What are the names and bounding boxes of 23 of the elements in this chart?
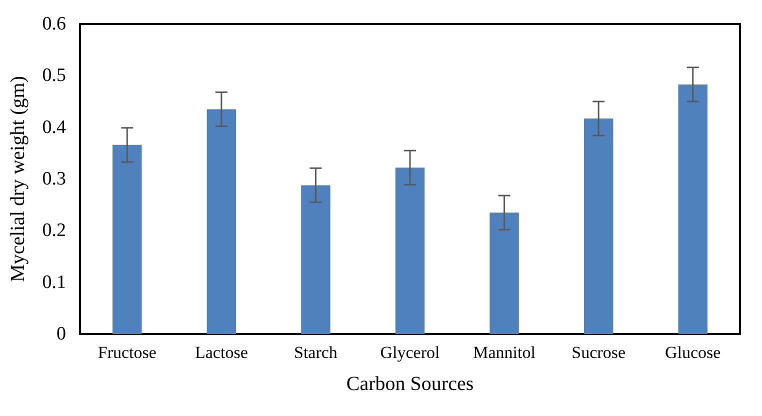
y-axis-title: Mycelial dry weight (gm): [7, 76, 29, 282]
y-tick-label: 0.6: [42, 14, 66, 34]
x-tick-label: Sucrose: [572, 343, 626, 362]
bar: [301, 185, 330, 334]
x-tick-label: Mannitol: [473, 343, 536, 362]
x-tick-label: Fructose: [98, 343, 156, 362]
y-tick-label: 0.2: [42, 220, 66, 242]
y-tick-label: 0: [56, 324, 66, 344]
y-tick-label: 0.5: [42, 65, 66, 86]
y-tick-label: 0.3: [42, 168, 66, 190]
x-tick-label: Glucose: [665, 343, 721, 362]
bar: [206, 109, 236, 334]
x-tick-label: Lactose: [195, 343, 248, 362]
y-tick-label: 0.4: [42, 116, 66, 138]
x-axis-title: Carbon Sources: [346, 373, 474, 395]
x-tick-label: Glycerol: [380, 343, 440, 362]
bar: [584, 118, 614, 334]
bar: [112, 144, 142, 334]
x-tick-label: Starch: [294, 343, 338, 362]
y-tick-label: 0.1: [42, 272, 66, 293]
bar: [678, 84, 708, 334]
bar: [395, 168, 425, 334]
bar: [490, 212, 519, 334]
